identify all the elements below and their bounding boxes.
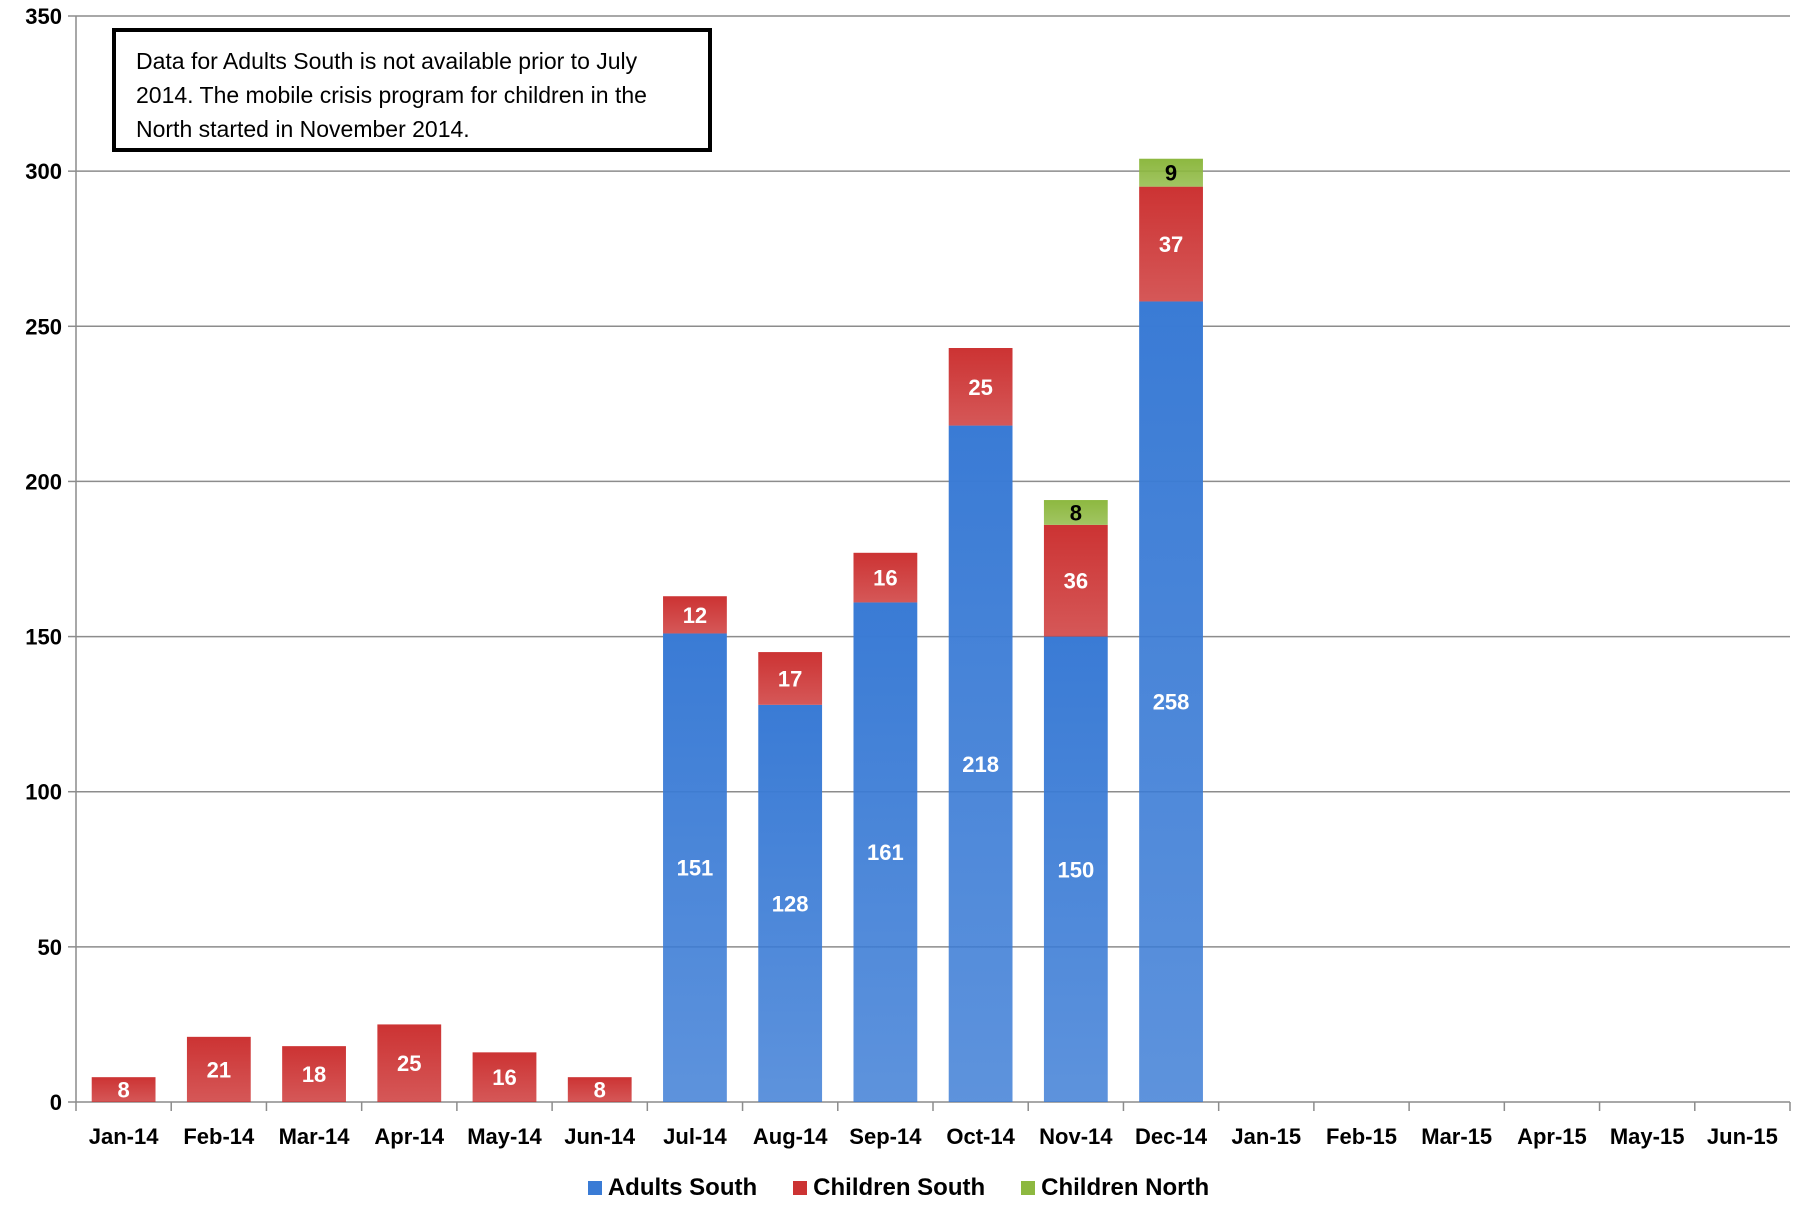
data-label: 8 (117, 1078, 129, 1103)
data-label: 16 (873, 566, 897, 591)
data-label: 9 (1165, 161, 1177, 186)
bar-segment (758, 704, 823, 1102)
legend: Adults South Children South Children North (0, 1172, 1797, 1204)
bar-segment (853, 602, 918, 1102)
x-tick-label: Jun-15 (1707, 1124, 1778, 1149)
x-tick-label: Sep-14 (849, 1124, 922, 1149)
x-tick-label: May-14 (467, 1124, 542, 1149)
data-label: 37 (1159, 232, 1183, 257)
x-tick-label: Dec-14 (1135, 1124, 1208, 1149)
data-label: 8 (594, 1078, 606, 1103)
legend-swatch (793, 1181, 808, 1195)
x-tick-label: Jun-14 (564, 1124, 636, 1149)
x-tick-label: Jan-15 (1231, 1124, 1301, 1149)
y-tick-label: 0 (50, 1090, 62, 1115)
x-tick-label: Nov-14 (1039, 1124, 1113, 1149)
x-tick-label: Jan-14 (89, 1124, 159, 1149)
legend-item: Children South (793, 1174, 985, 1202)
x-tick-label: Mar-15 (1421, 1124, 1492, 1149)
x-tick-label: Feb-14 (183, 1124, 255, 1149)
chart-annotation: Data for Adults South is not available p… (112, 28, 712, 152)
data-label: 151 (677, 856, 714, 881)
data-label: 25 (397, 1051, 421, 1076)
data-label: 8 (1070, 500, 1082, 525)
bar-segment (758, 652, 823, 705)
y-tick-label: 350 (25, 4, 62, 29)
data-label: 218 (962, 752, 999, 777)
bar-segment (853, 552, 918, 603)
x-tick-label: Mar-14 (279, 1124, 351, 1149)
x-tick-label: May-15 (1610, 1124, 1685, 1149)
legend-item: Adults South (587, 1174, 758, 1202)
legend-item: Children North (1021, 1174, 1209, 1202)
x-tick-label: Apr-15 (1517, 1124, 1587, 1149)
legend-label: Adults South (607, 1174, 758, 1201)
data-label: 18 (302, 1062, 326, 1087)
y-tick-label: 300 (25, 159, 62, 184)
data-label: 128 (772, 891, 809, 916)
data-label: 150 (1057, 857, 1094, 882)
legend-label: Children North (1041, 1174, 1210, 1201)
bar-segment (1043, 500, 1108, 525)
bar-segment (472, 1052, 537, 1102)
data-label: 16 (492, 1065, 516, 1090)
y-tick-label: 250 (25, 314, 62, 339)
bar-segment (186, 1036, 251, 1102)
bar-segment (1139, 301, 1203, 1102)
y-tick-label: 100 (25, 780, 62, 805)
bar-segment (663, 596, 727, 634)
y-tick-label: 50 (38, 935, 62, 960)
data-label: 12 (683, 603, 707, 628)
bar-segment (1043, 524, 1108, 637)
legend-swatch (1021, 1181, 1036, 1195)
bar-segment (663, 633, 727, 1102)
x-tick-label: Oct-14 (946, 1124, 1015, 1149)
bar-segment (1139, 186, 1203, 302)
y-tick-label: 200 (25, 469, 62, 494)
bar-segment (1139, 158, 1203, 187)
data-label: 25 (968, 375, 992, 400)
x-tick-label: Jul-14 (663, 1124, 727, 1149)
x-tick-label: Apr-14 (374, 1124, 444, 1149)
x-tick-label: Aug-14 (753, 1124, 828, 1149)
data-label: 21 (207, 1057, 231, 1082)
bar-segment (282, 1046, 346, 1102)
bar-segment (377, 1024, 442, 1102)
bar-segment (1043, 636, 1108, 1102)
data-label: 258 (1153, 690, 1190, 715)
data-label: 161 (867, 840, 904, 865)
data-label: 17 (778, 666, 802, 691)
bar-segment (91, 1077, 156, 1102)
legend-label: Children South (813, 1174, 986, 1201)
bar-segment (567, 1077, 632, 1102)
legend-swatch (587, 1181, 602, 1195)
bar-segment (948, 348, 1013, 426)
bar-segment (948, 425, 1013, 1102)
data-label: 36 (1064, 569, 1088, 594)
y-tick-label: 150 (25, 625, 62, 650)
x-tick-label: Feb-15 (1326, 1124, 1397, 1149)
